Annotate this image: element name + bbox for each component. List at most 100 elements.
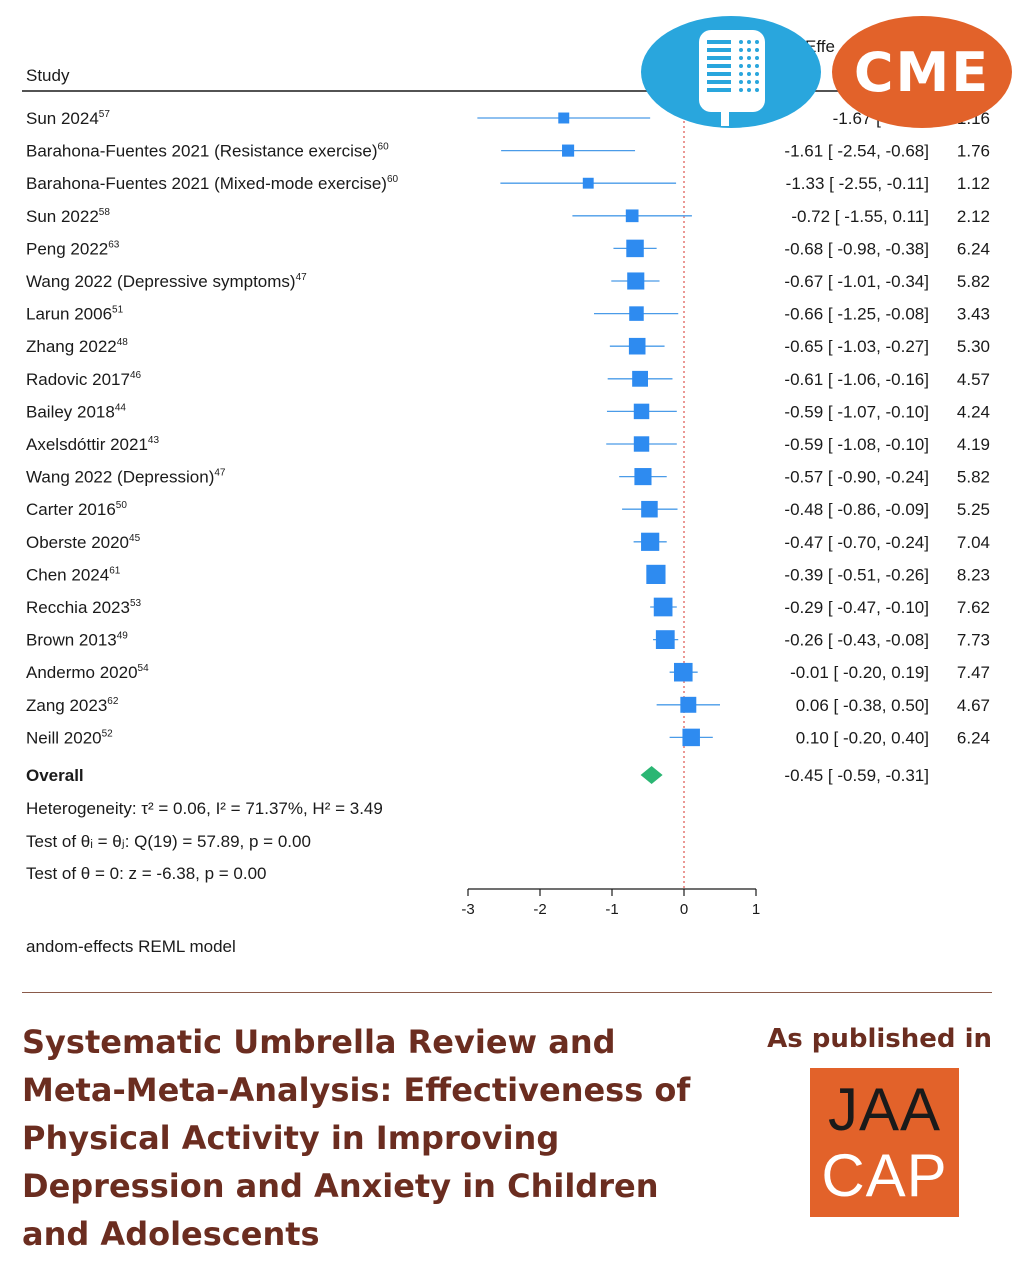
podcast-microphone-icon: [699, 30, 765, 126]
study-ref: 60: [387, 174, 399, 185]
study-row: Peng 202263 -0.68 [ -0.98, -0.38] 6.24: [26, 239, 990, 258]
study-ref: 58: [99, 207, 111, 218]
effect-ci-text: -0.65 [ -1.03, -0.27]: [784, 337, 929, 356]
effect-marker: [653, 597, 673, 617]
effect-ci-text: -0.01 [ -0.20, 0.19]: [790, 663, 929, 682]
weight-text: 4.67: [957, 696, 990, 715]
effect-ci-text: -0.67 [ -1.01, -0.34]: [784, 272, 929, 291]
weight-text: 4.24: [957, 402, 990, 421]
model-note: andom-effects REML model: [26, 937, 236, 956]
study-row: Recchia 202353 -0.29 [ -0.47, -0.10] 7.62: [26, 597, 990, 617]
effect-ci-text: -0.57 [ -0.90, -0.24]: [784, 468, 929, 487]
weight-text: 8.23: [957, 565, 990, 584]
study-label: Recchia 202353: [26, 598, 142, 617]
weight-text: 7.04: [957, 533, 990, 552]
effect-ci-text: -0.59 [ -1.08, -0.10]: [784, 435, 929, 454]
weight-text: 4.19: [957, 435, 990, 454]
effect-marker: [634, 468, 652, 486]
study-label: Barahona-Fuentes 2021 (Mixed-mode exerci…: [26, 174, 399, 193]
study-label: Oberste 202045: [26, 533, 141, 552]
effect-marker: [629, 306, 644, 321]
heterogeneity-stat: Heterogeneity: τ² = 0.06, I² = 71.37%, H…: [26, 799, 383, 818]
weight-text: 1.12: [957, 174, 990, 193]
weight-text: 7.47: [957, 663, 990, 682]
x-tick-label: 1: [752, 901, 760, 918]
section-divider: [22, 992, 992, 993]
study-ref: 47: [296, 272, 308, 283]
effect-ci-text: 0.06 [ -0.38, 0.50]: [796, 696, 929, 715]
effect-marker: [562, 144, 575, 157]
x-tick-label: -3: [461, 901, 474, 918]
study-label: Brown 201349: [26, 631, 128, 650]
effect-ci-text: -0.68 [ -0.98, -0.38]: [784, 239, 929, 258]
study-row: Barahona-Fuentes 2021 (Mixed-mode exerci…: [26, 174, 990, 193]
effect-marker: [582, 177, 594, 189]
study-label: Zhang 202248: [26, 337, 128, 356]
study-rows: Sun 202457-1.67 [ -2.87,1.16 Barahona-Fue…: [26, 96, 990, 888]
theta-zero-test: Test of θ = 0: z = -6.38, p = 0.00: [26, 864, 267, 883]
study-label: Andermo 202054: [26, 663, 149, 682]
podcast-badge[interactable]: [641, 16, 821, 128]
study-row: Brown 201349 -0.26 [ -0.43, -0.08] 7.73: [26, 630, 990, 650]
weight-text: 1.76: [957, 142, 990, 161]
effect-marker: [673, 662, 693, 682]
effect-marker: [646, 564, 666, 584]
study-row: Andermo 202054 -0.01 [ -0.20, 0.19] 7.47: [26, 662, 990, 682]
study-row: Zang 202362 0.06 [ -0.38, 0.50] 4.67: [26, 696, 990, 715]
study-ref: 45: [129, 533, 141, 544]
study-label: Radovic 201746: [26, 370, 142, 389]
study-label: Wang 2022 (Depressive symptoms)47: [26, 272, 307, 291]
effect-ci-text: -0.26 [ -0.43, -0.08]: [784, 631, 929, 650]
study-ref: 51: [112, 305, 124, 316]
cme-label: CME: [853, 40, 991, 104]
effect-ci-text: -0.48 [ -0.86, -0.09]: [784, 500, 929, 519]
study-ref: 57: [99, 109, 111, 120]
effect-ci-text: -0.66 [ -1.25, -0.08]: [784, 305, 929, 324]
study-row: Oberste 202045 -0.47 [ -0.70, -0.24] 7.04: [26, 532, 990, 552]
study-row: Chen 202461 -0.39 [ -0.51, -0.26] 8.23: [26, 564, 990, 584]
study-ref: 49: [117, 631, 129, 642]
study-row: Neill 202052 0.10 [ -0.20, 0.40] 6.24: [26, 728, 990, 747]
study-row: Larun 200651 -0.66 [ -1.25, -0.08] 3.43: [26, 305, 990, 324]
effect-marker: [641, 500, 658, 518]
weight-text: 6.24: [957, 239, 990, 258]
forest-plot: Study Effe Sun 202457-1.67 [ -2.87,1.16B…: [22, 37, 990, 956]
study-ref: 60: [378, 142, 390, 153]
study-label: Axelsdóttir 202143: [26, 435, 159, 454]
effect-marker: [641, 532, 660, 551]
study-row: Barahona-Fuentes 2021 (Resistance exerci…: [26, 142, 990, 161]
study-label: Sun 202258: [26, 207, 110, 226]
study-ref: 44: [115, 402, 127, 413]
study-label: Wang 2022 (Depression)47: [26, 468, 226, 487]
study-ref: 53: [130, 598, 142, 609]
theta-equality-test: Test of θᵢ = θⱼ: Q(19) = 57.89, p = 0.00: [26, 832, 311, 851]
effect-ci-text: -0.47 [ -0.70, -0.24]: [784, 533, 929, 552]
article-title: Systematic Umbrella Review and Meta-Meta…: [22, 1023, 691, 1253]
weight-text: 5.82: [957, 272, 990, 291]
effect-marker: [632, 370, 648, 387]
effect-marker: [680, 696, 697, 713]
effect-marker: [655, 630, 675, 649]
study-label: Sun 202457: [26, 109, 110, 128]
study-ref: 47: [214, 468, 226, 479]
study-label: Carter 201650: [26, 500, 127, 519]
jaacap-logo[interactable]: JAA CAP: [810, 1068, 959, 1217]
effect-ci-text: 0.10 [ -0.20, 0.40]: [796, 728, 929, 747]
study-column-header: Study: [26, 66, 70, 85]
cme-badge[interactable]: CME: [832, 16, 1012, 128]
study-row: Axelsdóttir 202143 -0.59 [ -1.08, -0.10] 4…: [26, 435, 990, 454]
study-row: Wang 2022 (Depression)47 -0.57 [ -0.90, -…: [26, 468, 990, 487]
study-ref: 62: [107, 696, 119, 707]
study-row: Wang 2022 (Depressive symptoms)47 -0.67 […: [26, 272, 990, 291]
weight-text: 5.82: [957, 468, 990, 487]
study-ref: 63: [108, 239, 120, 250]
jaacap-logo-line2: CAP: [821, 1141, 948, 1209]
study-label: Peng 202263: [26, 239, 120, 258]
study-ref: 61: [109, 565, 121, 576]
effect-marker: [625, 209, 639, 223]
overall-row: Overall -0.45 [ -0.59, -0.31]: [26, 766, 929, 785]
study-label: Zang 202362: [26, 696, 119, 715]
effect-ci-text: -0.29 [ -0.47, -0.10]: [784, 598, 929, 617]
x-tick-label: -2: [533, 901, 546, 918]
study-row: Sun 202258 -0.72 [ -1.55, 0.11] 2.12: [26, 207, 990, 226]
